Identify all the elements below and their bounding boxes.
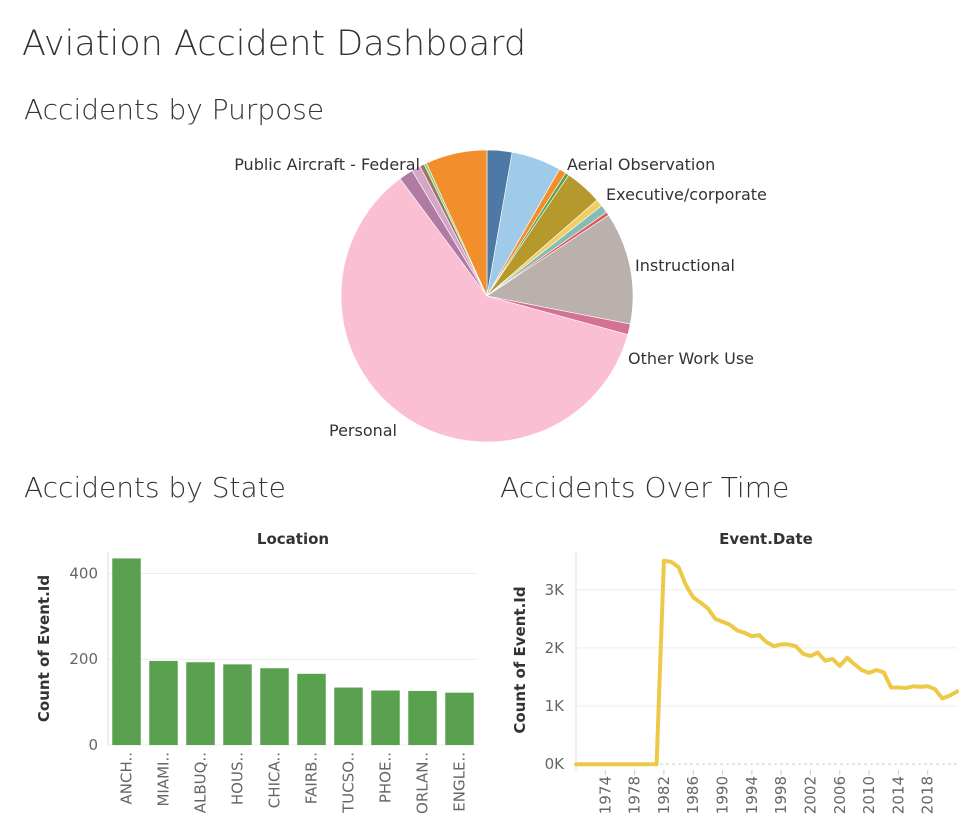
bar-phoe[interactable] xyxy=(371,690,400,745)
bar-fairb[interactable] xyxy=(297,673,326,745)
line-x-tick-label: 2014 xyxy=(889,776,907,814)
bar-x-axis-title: Location xyxy=(257,530,329,548)
bar-anch[interactable] xyxy=(112,558,141,745)
line-x-tick-label: 1994 xyxy=(743,776,761,814)
bar-x-tick-label: TUCSO.. xyxy=(340,752,358,814)
bar-y-tick-label: 0 xyxy=(88,736,98,754)
line-x-tick-label: 1982 xyxy=(655,776,673,814)
bar-tucso[interactable] xyxy=(334,687,363,745)
bar-x-tick-label: ORLAN.. xyxy=(414,752,432,814)
line-y-tick-label: 0K xyxy=(545,755,566,773)
bar-x-tick-label: ENGLE.. xyxy=(451,752,469,812)
line-x-tick-label: 1974 xyxy=(596,776,614,814)
line-x-tick-label: 2018 xyxy=(919,776,937,814)
pie-label-public-aircraft-federal: Public Aircraft - Federal xyxy=(234,155,420,174)
bar-engle[interactable] xyxy=(445,692,474,745)
bar-x-tick-label: CHICA.. xyxy=(266,752,284,808)
bar-y-axis-title: Count of Event.Id xyxy=(35,575,53,722)
line-x-axis-title: Event.Date xyxy=(719,530,813,548)
purpose-pie-chart: Aerial Observation Executive/corporate Ins… xyxy=(234,149,767,443)
line-x-tick-label: 2002 xyxy=(801,776,819,814)
line-x-tick-label: 1998 xyxy=(772,776,790,814)
line-y-tick-label: 2K xyxy=(545,639,566,657)
line-x-tick-label: 1986 xyxy=(684,776,702,814)
bar-albuq[interactable] xyxy=(186,662,215,745)
bar-x-tick-label: ANCH.. xyxy=(118,752,136,805)
line-y-tick-label: 1K xyxy=(545,697,566,715)
pie-chart-title: Accidents by Purpose xyxy=(24,93,325,126)
line-chart-title: Accidents Over Time xyxy=(500,471,790,504)
line-x-tick-label: 2010 xyxy=(860,776,878,814)
bar-x-tick-label: PHOE.. xyxy=(377,752,395,803)
pie-label-other-work-use: Other Work Use xyxy=(628,349,754,368)
bar-x-tick-label: HOUS.. xyxy=(229,752,247,805)
bar-x-tick-label: ALBUQ.. xyxy=(192,752,210,813)
state-bar-chart: Location Count of Event.Id 0 200 400 ANCH.. MI… xyxy=(35,530,478,814)
bar-y-tick-label: 400 xyxy=(69,564,98,582)
bar-x-tick-label: FAIRB.. xyxy=(303,752,321,804)
pie-slice-15[interactable] xyxy=(426,149,488,297)
bar-miami[interactable] xyxy=(149,660,178,745)
pie-slice-instructional[interactable] xyxy=(486,214,634,325)
pie-slice-personal[interactable] xyxy=(340,178,629,443)
bar-chica[interactable] xyxy=(260,668,289,745)
accidents-line-series[interactable] xyxy=(574,558,959,767)
time-line-chart: Event.Date Count of Event.Id 0K 1K 2K 3K 1974 1… xyxy=(511,530,959,814)
pie-label-aerial-observation: Aerial Observation xyxy=(567,155,715,174)
line-y-tick-label: 3K xyxy=(545,581,566,599)
pie-label-personal: Personal xyxy=(329,421,397,440)
bar-hous[interactable] xyxy=(223,664,252,745)
pie-label-instructional: Instructional xyxy=(635,256,735,275)
bar-orlan[interactable] xyxy=(408,690,437,745)
bar-x-tick-label: MIAMI.. xyxy=(155,752,173,807)
line-x-tick-label: 1990 xyxy=(714,776,732,814)
bar-chart-title: Accidents by State xyxy=(24,471,286,504)
pie-label-executive-corporate: Executive/corporate xyxy=(606,185,767,204)
line-y-axis-title: Count of Event.Id xyxy=(511,586,529,733)
line-x-tick-label: 2006 xyxy=(831,776,849,814)
line-x-tick-label: 1978 xyxy=(626,776,644,814)
dashboard-title: Aviation Accident Dashboard xyxy=(22,24,527,64)
bar-y-tick-label: 200 xyxy=(69,650,98,668)
